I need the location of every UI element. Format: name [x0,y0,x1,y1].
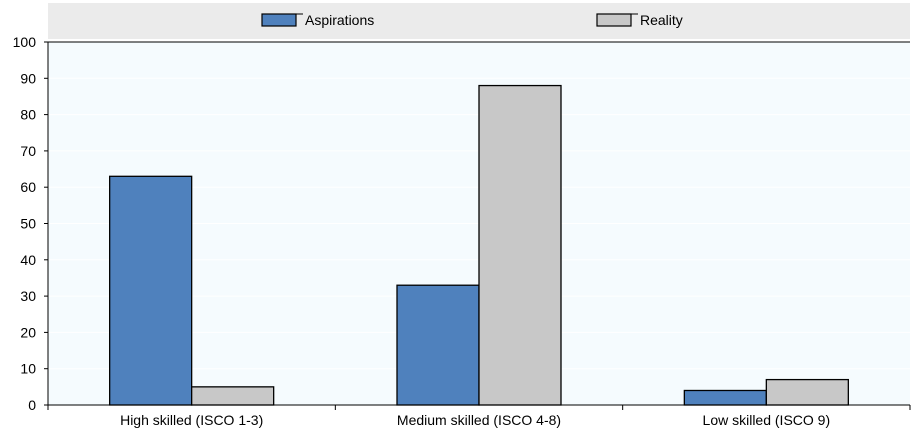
legend: Aspirations Reality [261,12,683,28]
legend-label-aspirations: Aspirations [305,12,374,28]
y-tick-label: 40 [20,252,36,268]
bar-aspirations-1 [109,175,193,406]
x-category-label: High skilled (ISCO 1-3) [120,412,263,428]
y-tick-label: 0 [28,397,36,413]
y-tick-label: 10 [20,361,36,377]
bar-reality-2 [478,84,562,406]
x-category-label: Medium skilled (ISCO 4-8) [397,412,561,428]
legend-swatch-aspirations [261,13,297,27]
bar-reality-3 [765,378,849,406]
y-tick-label: 100 [13,34,37,50]
x-category-label: Low skilled (ISCO 9) [703,412,831,428]
bar-aspirations-3 [683,389,767,406]
bars [109,84,849,406]
bar-aspirations-2 [396,284,480,406]
legend-swatch-reality [596,13,632,27]
y-tick-label: 50 [20,216,36,232]
x-axis-labels: High skilled (ISCO 1-3) Medium skilled (I… [120,412,830,428]
y-axis-ticks: 0 10 20 30 40 50 60 70 80 90 100 [13,34,48,413]
legend-label-reality: Reality [640,12,683,28]
y-tick-label: 80 [20,107,36,123]
y-tick-label: 70 [20,143,36,159]
bar-reality-1 [191,386,275,406]
y-tick-label: 60 [20,179,36,195]
y-tick-label: 30 [20,288,36,304]
y-tick-label: 90 [20,70,36,86]
legend-box [48,3,910,39]
y-tick-label: 20 [20,324,36,340]
